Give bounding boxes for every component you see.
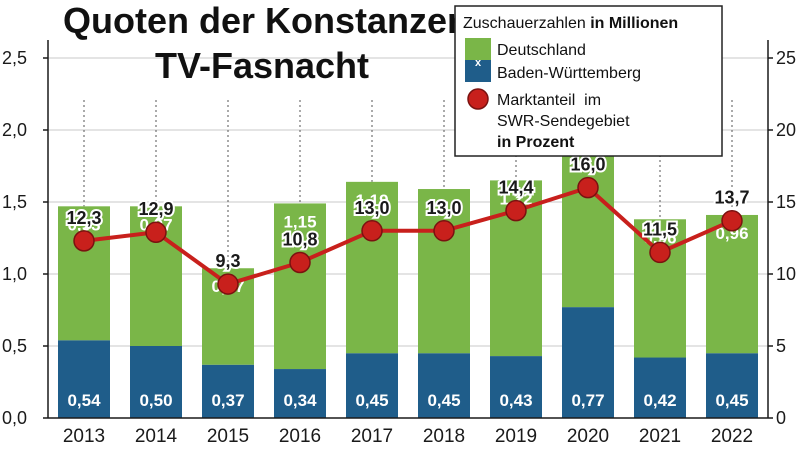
bar-label-baden-wuerttemberg: 0,45 xyxy=(715,391,748,410)
legend-box xyxy=(454,5,723,157)
bar-deutschland xyxy=(274,203,326,370)
legend-bw-label: Baden-Württemberg xyxy=(497,65,641,82)
bar-label-baden-wuerttemberg: 0,42 xyxy=(643,391,676,410)
chart-title-line-2: TV-Fasnacht xyxy=(155,45,369,86)
chart-title-line-1: Quoten der Konstanzer xyxy=(63,0,461,41)
market-share-point xyxy=(577,176,599,199)
axes: 2013 2014 2015 2016 2017 2018 2019 2020 2021 2022… xyxy=(2,40,796,447)
legend-deutschland-label: Deutschland xyxy=(497,42,586,59)
market-share-point xyxy=(721,209,743,232)
legend-marketshare-marker xyxy=(467,88,489,110)
bar-baden-wuerttemberg xyxy=(418,353,470,418)
market-share-polyline xyxy=(83,185,733,287)
y-left-tick-label: 0,5 xyxy=(2,336,27,356)
market-share-point xyxy=(505,199,527,222)
bar-deutschland xyxy=(58,206,110,341)
legend-header-normal: Zuschauerzahlen xyxy=(463,15,590,32)
bar-label-baden-wuerttemberg: 0,50 xyxy=(139,391,172,410)
legend-header: Zuschauerzahlen in Millionen xyxy=(463,15,678,32)
bar-label-baden-wuerttemberg: 0,54 xyxy=(67,391,101,410)
bar-label-deutschland: 1,14 xyxy=(427,198,461,217)
legend-marketshare-label-3: in Prozent xyxy=(497,134,575,151)
market-share-label: 13,0 xyxy=(354,198,389,218)
market-share-point xyxy=(217,273,239,295)
legend-bw-swatch xyxy=(465,60,491,82)
bar-label-deutschland: 1,15 xyxy=(283,212,316,231)
bar-deutschland xyxy=(346,181,398,354)
y-right-tick-label: 15 xyxy=(776,192,796,212)
x-tick-label: 2019 xyxy=(495,426,537,447)
market-share-point xyxy=(289,251,311,274)
y-left-tick-label: 1,0 xyxy=(2,264,27,284)
bar-baden-wuerttemberg xyxy=(274,369,326,418)
market-share-label: 12,9 xyxy=(138,199,173,219)
x-tick-label: 2018 xyxy=(423,426,465,447)
market-share-label: 13,0 xyxy=(426,198,461,218)
bar-label-deutschland: 0,96 xyxy=(715,224,748,243)
bar-label-deutschland: 1,22 xyxy=(499,189,532,208)
bar-baden-wuerttemberg xyxy=(634,357,686,418)
x-tick-label: 2016 xyxy=(279,426,321,447)
legend-bw-x-marker: x xyxy=(475,57,482,69)
bar-label-baden-wuerttemberg: 0,77 xyxy=(571,391,604,410)
bar-label-baden-wuerttemberg: 0,34 xyxy=(283,391,317,410)
bar-baden-wuerttemberg xyxy=(202,364,254,418)
bar-baden-wuerttemberg xyxy=(562,307,614,418)
bar-baden-wuerttemberg xyxy=(706,353,758,418)
bar-label-baden-wuerttemberg: 0,43 xyxy=(499,391,532,410)
market-share-point xyxy=(145,221,167,243)
bar-baden-wuerttemberg xyxy=(130,346,182,418)
market-share-label: 10,8 xyxy=(282,229,317,249)
bar-baden-wuerttemberg xyxy=(346,353,398,418)
legend-deutschland-swatch xyxy=(465,38,491,60)
bar-label-baden-wuerttemberg: 0,37 xyxy=(211,391,244,410)
bar-label-baden-wuerttemberg: 0,45 xyxy=(427,391,460,410)
market-share-label: 13,7 xyxy=(714,188,749,208)
market-share-label: 12,3 xyxy=(66,208,101,228)
market-share-point xyxy=(361,220,383,242)
y-right-tick-label: 5 xyxy=(776,336,786,356)
x-tick-label: 2014 xyxy=(135,426,178,447)
legend-marketshare-label-2: SWR-Sendegebiet xyxy=(497,113,630,130)
y-right-tick-label: 25 xyxy=(776,48,796,68)
bars: 0,540,930,500,970,370,670,341,150,451,19… xyxy=(58,105,758,418)
y-right-tick-label: 10 xyxy=(776,264,796,284)
market-share-label: 16,0 xyxy=(570,155,605,175)
bar-baden-wuerttemberg xyxy=(58,340,110,418)
market-share-point xyxy=(433,220,455,242)
y-right-tick-label: 0 xyxy=(776,408,786,428)
y-left-tick-label: 1,5 xyxy=(2,192,27,212)
x-tick-label: 2015 xyxy=(207,426,249,447)
legend-header-bold: in Millionen xyxy=(590,15,678,32)
legend-marketshare-label-1: Marktanteil im xyxy=(497,92,601,109)
market-share-point xyxy=(649,241,671,264)
bar-label-baden-wuerttemberg: 0,45 xyxy=(355,391,388,410)
x-tick-label: 2020 xyxy=(567,426,609,447)
market-share-point xyxy=(73,230,95,252)
y-left-tick-label: 2,0 xyxy=(2,120,27,140)
bar-baden-wuerttemberg xyxy=(490,356,542,418)
market-share-label: 9,3 xyxy=(215,251,240,271)
bar-label-deutschland: 0,93 xyxy=(67,215,100,234)
y-left-tick-label: 2,5 xyxy=(2,48,27,68)
legend: Zuschauerzahlen in Millionen Deutschland… xyxy=(454,5,723,157)
x-tick-label: 2021 xyxy=(639,426,681,447)
x-tick-label: 2013 xyxy=(63,426,105,447)
market-share-line: 12,3 12,9 9,3 10,8 13,0 13,0 14,4 16,0 11,5 13,7 xyxy=(64,153,752,295)
market-share-label: 11,5 xyxy=(643,219,677,239)
market-share-label: 14,4 xyxy=(498,178,533,198)
y-right-tick-label: 20 xyxy=(776,120,796,140)
bar-deutschland xyxy=(418,189,470,354)
x-tick-label: 2022 xyxy=(711,426,753,447)
x-tick-label: 2017 xyxy=(351,426,393,447)
bar-deutschland xyxy=(706,214,758,354)
y-left-tick-label: 0,0 xyxy=(2,408,27,428)
bar-label-deutschland: 1,19 xyxy=(355,191,388,210)
